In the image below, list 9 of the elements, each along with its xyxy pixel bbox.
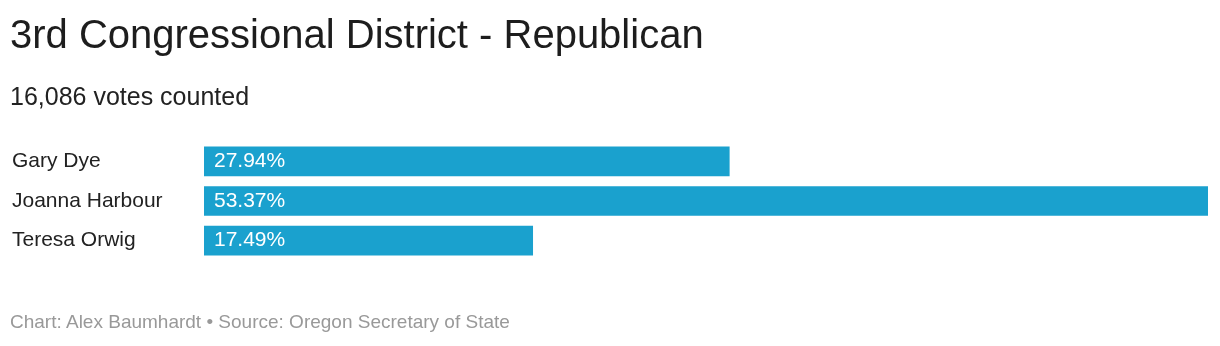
data-label: 27.94% (214, 148, 286, 172)
y-tick-label: Joanna Harbour (12, 187, 163, 211)
y-tick-label: Teresa Orwig (12, 227, 136, 251)
chart-title: 3rd Congressional District - Republican (10, 12, 704, 57)
y-tick-label: Gary Dye (12, 148, 101, 172)
data-label: 53.37% (214, 187, 286, 211)
text: Chart: Alex Baumhardt • Source: Oregon Secretary of State (10, 311, 510, 333)
chart-subtitle: 16,086 votes counted (10, 82, 250, 111)
data-label: 17.49% (214, 227, 286, 251)
